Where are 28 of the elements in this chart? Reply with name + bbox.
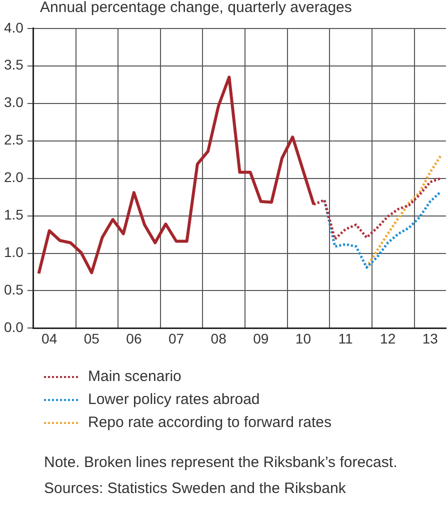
y-tick-label: 1.0 [4, 244, 24, 260]
x-tick-label: 11 [338, 330, 353, 346]
legend-label: Lower policy rates abroad [88, 391, 260, 408]
x-tick-label: 12 [380, 330, 396, 346]
x-tick-label: 04 [42, 330, 58, 346]
y-tick-label: 3.5 [4, 56, 24, 73]
x-tick-label: 07 [168, 330, 184, 346]
legend-label: Main scenario [88, 368, 182, 385]
x-tick-label: 08 [210, 330, 227, 346]
text: Note. Broken lines represent the Riksbank’s forecast. [44, 453, 398, 473]
y-tick-label: 0.5 [4, 282, 24, 298]
line-series [312, 177, 442, 240]
line-series [323, 190, 442, 269]
y-tick-label: 0.0 [4, 319, 24, 336]
y-tick-label: 3.0 [4, 94, 24, 110]
x-tick-label: 13 [422, 330, 438, 346]
x-tick-label: 06 [126, 330, 142, 346]
y-axis-title: Annual percentage change, quarterly averages [39, 0, 353, 16]
y-tick-label: 2.0 [4, 169, 24, 186]
y-tick-label: 1.5 [4, 206, 24, 223]
legend-label: Repo rate according to forward rates [88, 414, 332, 431]
x-tick-label: 10 [295, 330, 312, 346]
source-note: Sources: Statistics Sweden and the Riksbank [44, 479, 347, 499]
line-series [365, 154, 442, 269]
y-tick-label: 2.5 [4, 132, 24, 148]
x-tick-label: 09 [253, 330, 269, 346]
y-tick-label: 4.0 [4, 19, 24, 36]
x-tick-label: 05 [84, 330, 100, 346]
